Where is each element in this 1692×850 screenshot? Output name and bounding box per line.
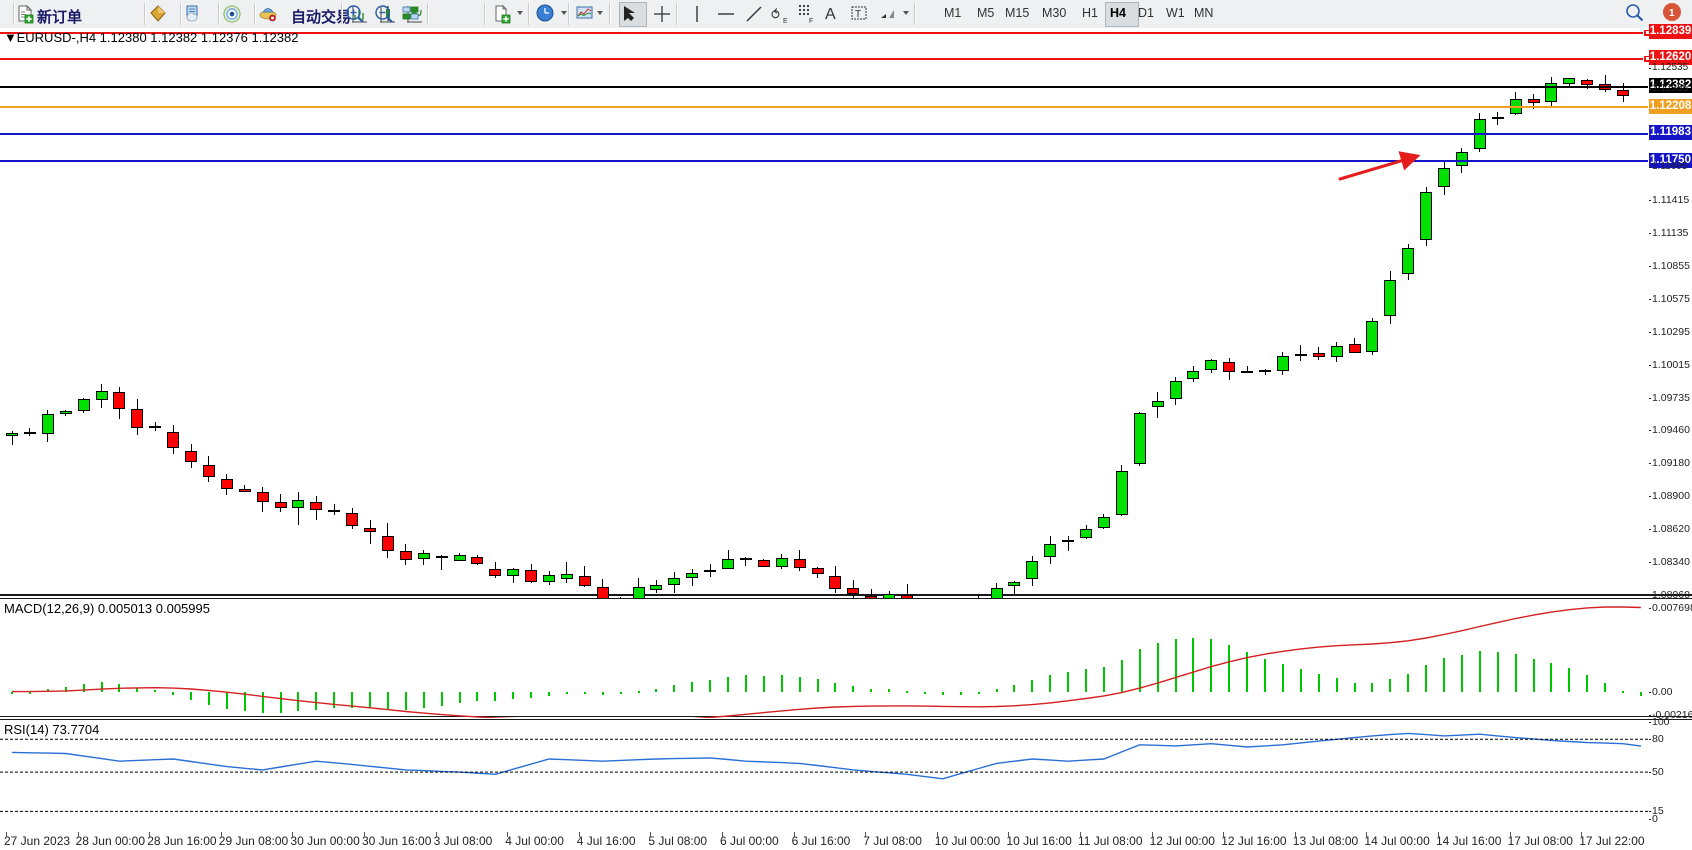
svg-text:T: T — [855, 9, 861, 20]
svg-text:F: F — [809, 18, 813, 24]
svg-text:E: E — [783, 18, 788, 24]
svg-text:1: 1 — [1669, 8, 1675, 19]
svg-text:⥀: ⥀ — [771, 7, 780, 22]
